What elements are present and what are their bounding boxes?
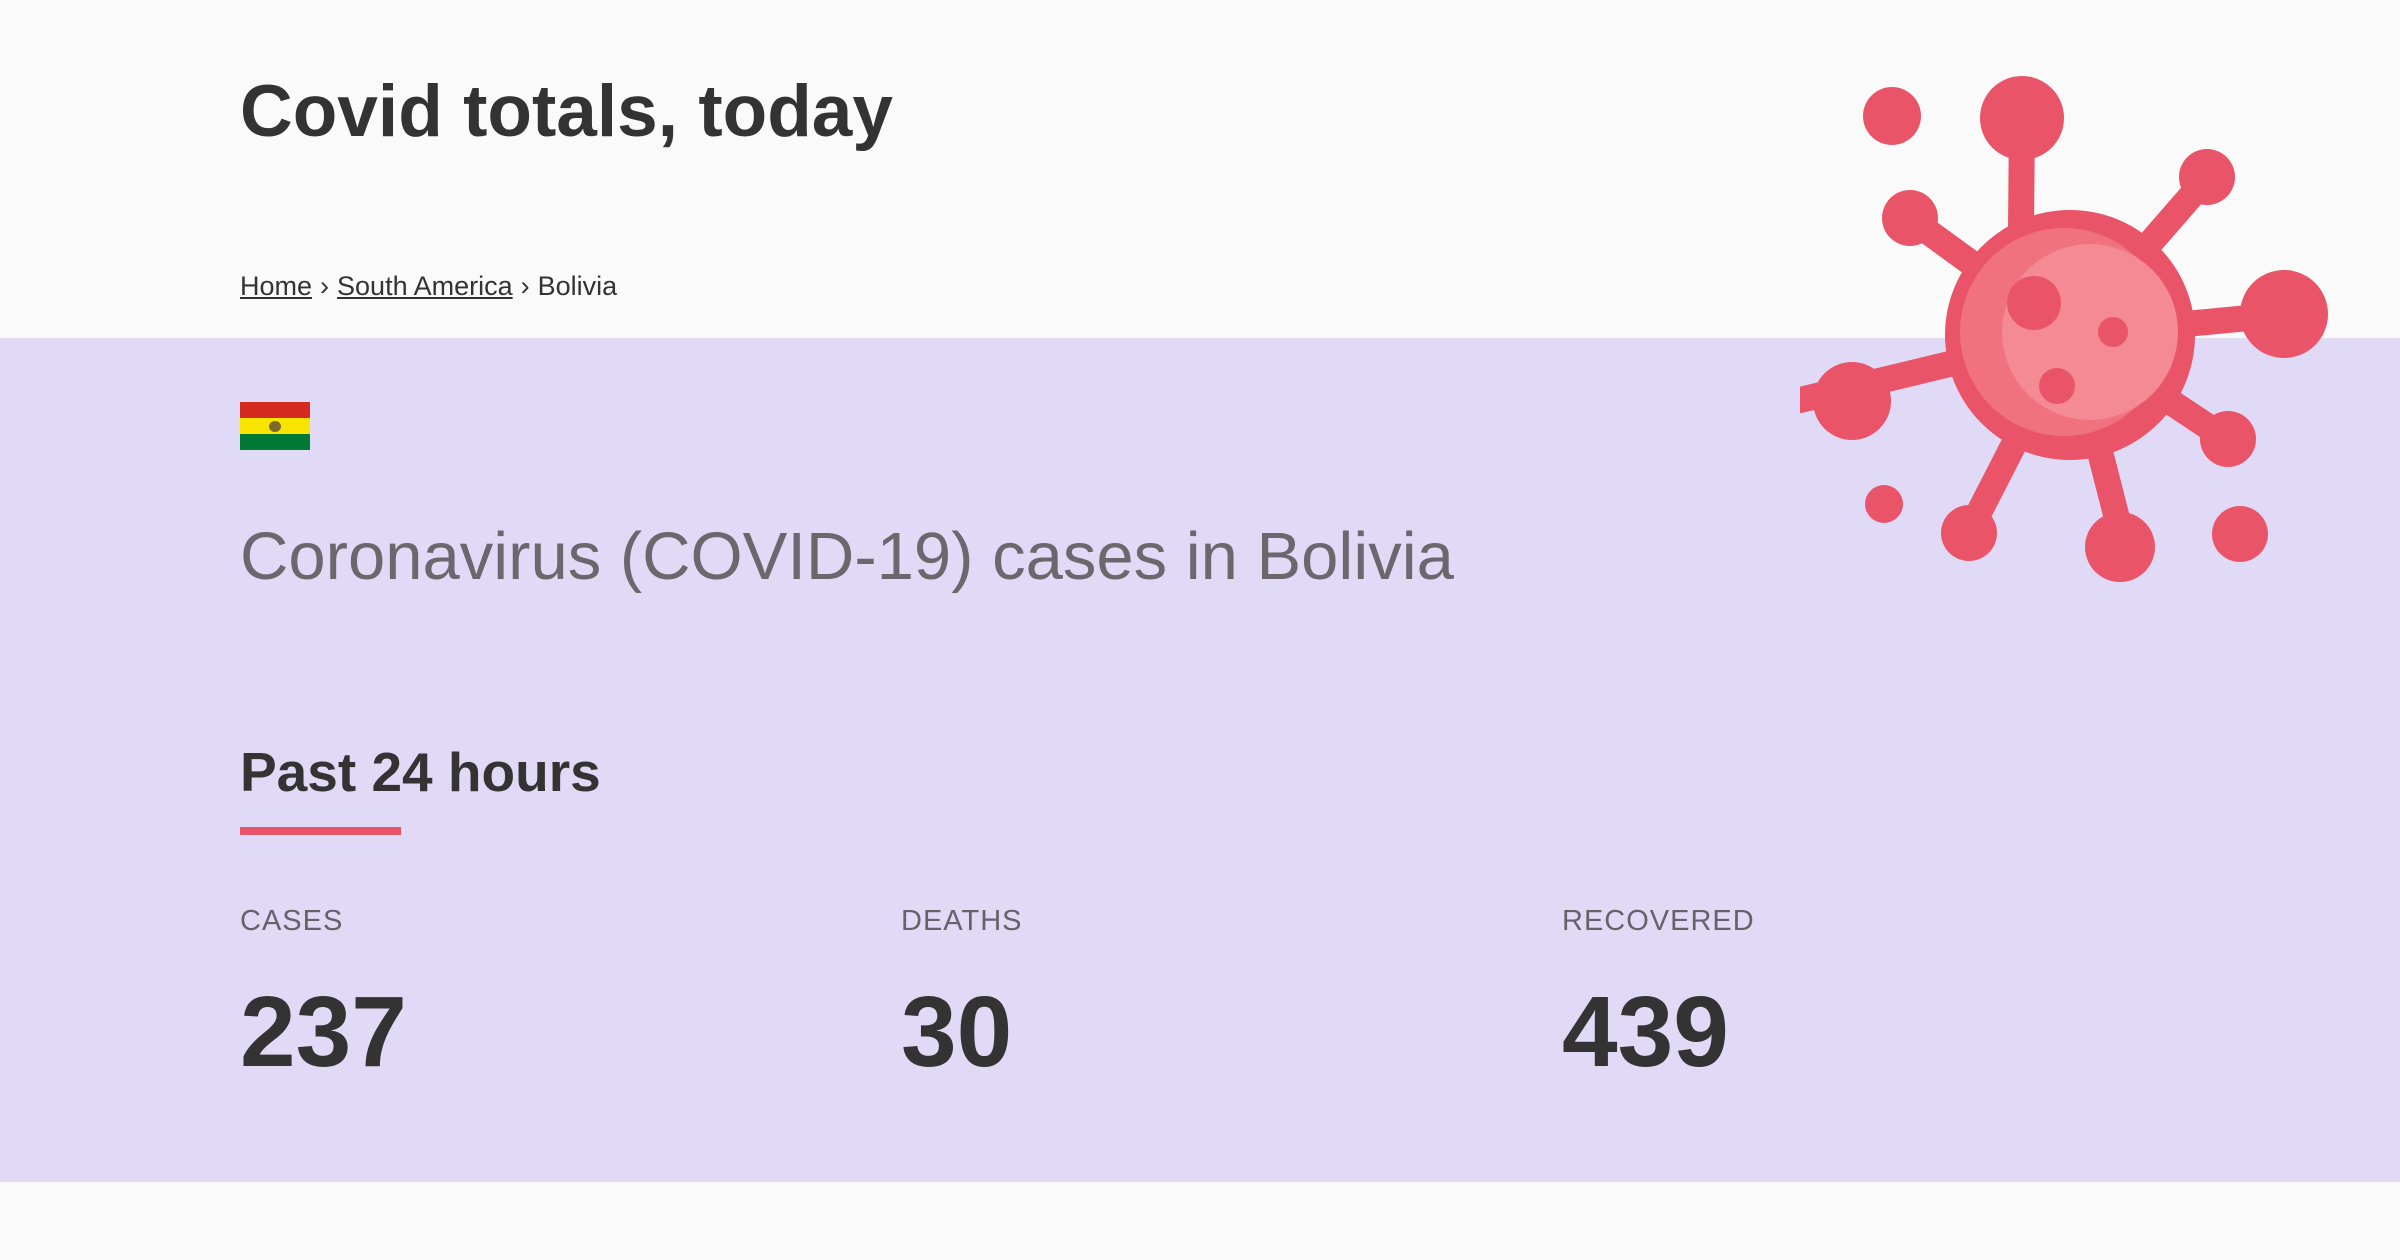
virus-icon [1800,76,2328,582]
breadcrumb-separator: › [320,271,330,301]
flag-stripe-green [240,434,310,450]
stat-value: 237 [240,976,407,1088]
stat-recovered: RECOVERED 439 [1562,905,2062,1082]
page-heading: Coronavirus (COVID-19) cases in Bolivia [240,519,1454,594]
breadcrumb-current: Bolivia [537,271,618,301]
stat-label: RECOVERED [1562,905,1755,937]
breadcrumb: Home › South America › Bolivia [240,271,617,302]
stat-label: DEATHS [901,905,1023,937]
stat-value: 439 [1562,976,1729,1088]
breadcrumb-separator: › [520,271,530,301]
stat-value: 30 [901,976,1013,1088]
section-title: Past 24 hours [240,741,601,803]
stat-cases: CASES 237 [240,905,740,1082]
bolivia-flag-icon [240,402,310,450]
stat-label: CASES [240,905,344,937]
breadcrumb-region-link[interactable]: South America [337,271,513,301]
stat-deaths: DEATHS 30 [901,905,1401,1082]
site-header: Covid totals, today Home › South America › B… [0,0,2400,338]
section-underline [240,827,401,835]
site-title: Covid totals, today [240,71,894,152]
breadcrumb-home-link[interactable]: Home [240,271,313,301]
flag-stripe-red [240,402,310,418]
flag-emblem [269,421,281,432]
virus-highlight [2002,244,2178,420]
